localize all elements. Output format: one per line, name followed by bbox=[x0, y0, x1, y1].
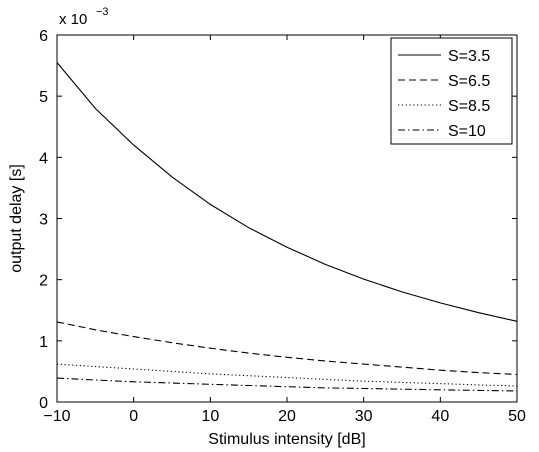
x-tick-label: 20 bbox=[278, 408, 296, 425]
y-axis-label: output delay [s] bbox=[8, 164, 25, 273]
y-tick-label: 2 bbox=[39, 273, 48, 290]
legend-box bbox=[390, 37, 513, 145]
y-tick-label: 6 bbox=[39, 28, 48, 45]
plot-frame bbox=[56, 34, 518, 403]
legend: S=3.5 S=6.5 S=8.5 S=10 bbox=[390, 37, 513, 145]
x-tick-label: 0 bbox=[129, 408, 138, 425]
y-exponent-label: x 10 −3 bbox=[59, 6, 109, 28]
y-tick-label: 1 bbox=[39, 334, 48, 351]
x-tick-label: 30 bbox=[355, 408, 373, 425]
y-tick-label: 3 bbox=[39, 212, 48, 229]
y-tick-label: 5 bbox=[39, 89, 48, 106]
series-line bbox=[56, 363, 518, 387]
x-axis-label: Stimulus intensity [dB] bbox=[208, 431, 365, 448]
x-tick-label: −10 bbox=[43, 408, 70, 425]
y-tick-label: 0 bbox=[39, 395, 48, 412]
legend-label: S=6.5 bbox=[448, 73, 490, 90]
series-line bbox=[56, 321, 518, 376]
legend-label: S=10 bbox=[448, 123, 486, 140]
series-line bbox=[56, 62, 518, 322]
y-tick-label: 4 bbox=[39, 150, 48, 167]
y-exponent-base: x 10 bbox=[59, 11, 87, 28]
series-line bbox=[56, 377, 518, 392]
x-tick-label: 50 bbox=[508, 408, 526, 425]
legend-label: S=8.5 bbox=[448, 98, 490, 115]
x-tick-label: 40 bbox=[431, 408, 449, 425]
legend-label: S=3.5 bbox=[448, 48, 490, 65]
x-tick-label: 10 bbox=[201, 408, 219, 425]
y-exponent-power: −3 bbox=[96, 6, 109, 18]
